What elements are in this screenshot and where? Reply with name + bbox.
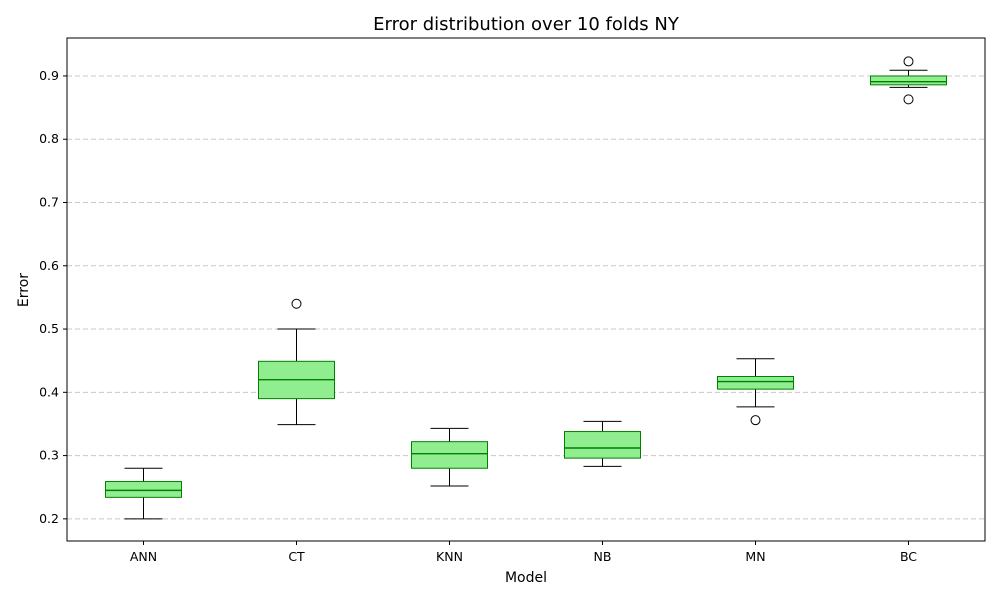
- box-ct: [258, 298, 335, 426]
- y-tick-label: 0.7: [39, 195, 59, 210]
- box-nb: [564, 420, 641, 467]
- x-axis-label: Model: [505, 570, 547, 586]
- y-tick-label: 0.9: [39, 68, 59, 83]
- box-iqr: [870, 75, 947, 86]
- outlier-point: [291, 298, 302, 309]
- box-knn: [411, 427, 488, 487]
- y-tick-label: 0.3: [39, 448, 59, 463]
- y-axis: 0.2 0.3 0.4 0.5 0.6 0.7 0.8 0.9: [39, 68, 67, 526]
- y-axis-label: Error: [16, 273, 32, 307]
- x-tick-label: KNN: [436, 549, 463, 564]
- box-iqr: [105, 481, 182, 498]
- x-tick-label: ANN: [130, 549, 157, 564]
- y-tick-label: 0.5: [39, 321, 59, 336]
- outlier-point: [903, 56, 914, 67]
- box-iqr: [564, 431, 641, 459]
- y-tick-label: 0.6: [39, 258, 59, 273]
- outlier-point: [903, 94, 914, 105]
- y-tick-label: 0.8: [39, 131, 59, 146]
- box-group: [105, 56, 947, 520]
- x-tick-label: BC: [900, 549, 917, 564]
- plot-frame: [66, 37, 986, 542]
- x-axis: ANN CT KNN NB MN BC: [130, 541, 917, 564]
- x-tick-label: NB: [594, 549, 612, 564]
- x-tick-label: MN: [745, 549, 765, 564]
- box-ann: [105, 467, 182, 520]
- grid-lines: [67, 75, 985, 520]
- box-bc: [870, 56, 947, 105]
- chart-title: Error distribution over 10 folds NY: [373, 14, 680, 35]
- box-iqr: [411, 441, 488, 469]
- box-iqr: [717, 375, 794, 390]
- outlier-point: [750, 415, 761, 426]
- box-mn: [717, 358, 794, 426]
- y-tick-label: 0.2: [39, 511, 59, 526]
- x-tick-label: CT: [288, 549, 305, 564]
- y-tick-label: 0.4: [39, 384, 59, 399]
